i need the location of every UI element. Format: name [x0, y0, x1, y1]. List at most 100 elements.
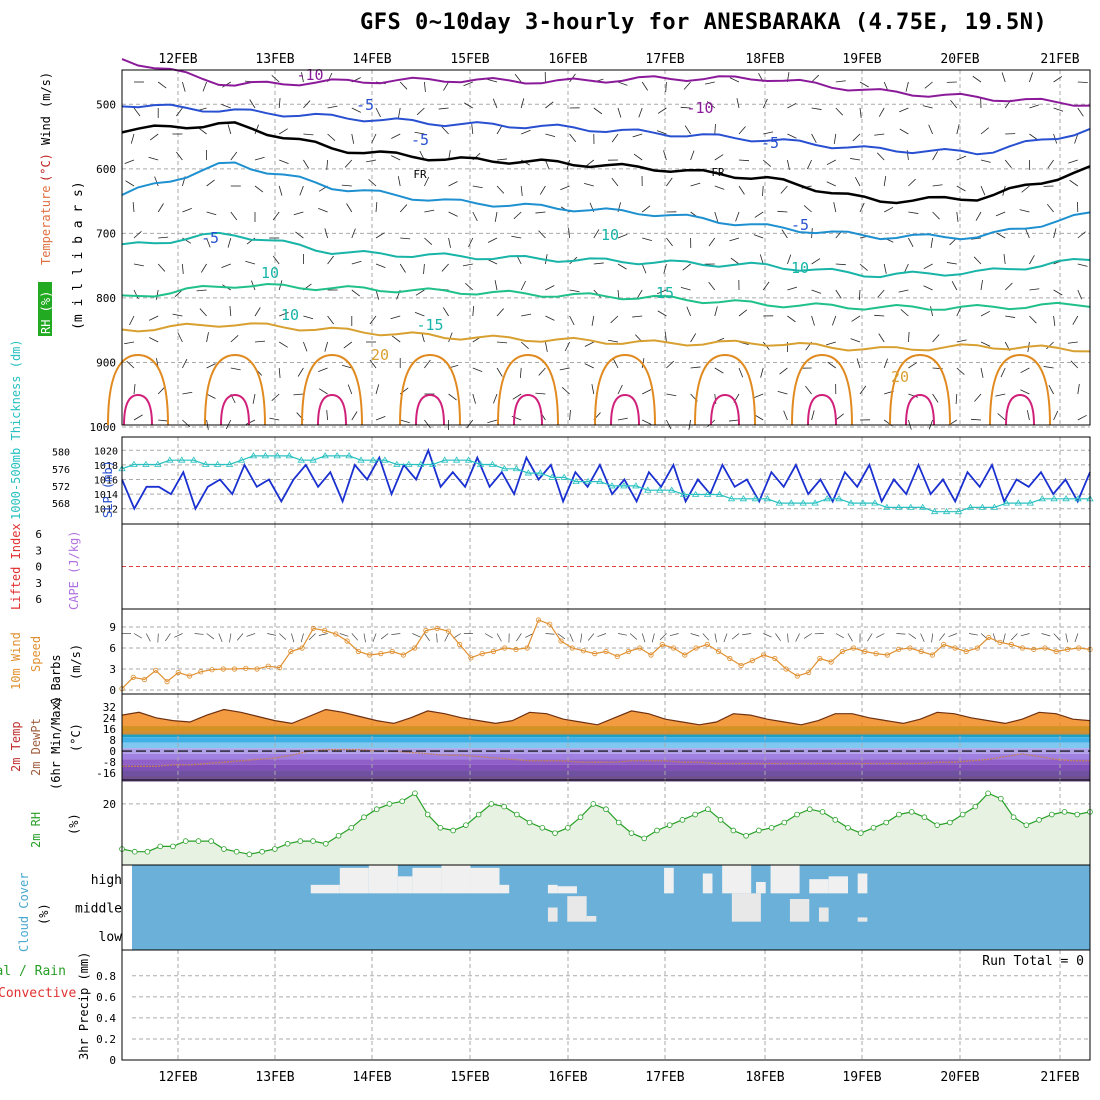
- wind-barb: [951, 280, 958, 291]
- wind-barb: [1077, 107, 1084, 117]
- wind-barb: [172, 313, 183, 317]
- wind-barb: [375, 202, 378, 213]
- rh-marker: [768, 825, 775, 831]
- wind-barb-10m: [545, 633, 555, 635]
- rh-marker: [717, 817, 724, 823]
- wind-barb: [684, 125, 691, 135]
- wind-barb-10m: [424, 633, 430, 642]
- wind-barb: [158, 419, 169, 422]
- wind-barb-10m: [206, 633, 215, 640]
- wind-barb: [423, 263, 425, 274]
- wind-barb-10m: [968, 633, 978, 636]
- rh-marker: [450, 827, 456, 834]
- rh-legend-swatch: [38, 282, 52, 336]
- wind-barb: [391, 133, 401, 139]
- wind-barb: [1053, 315, 1056, 326]
- wind-barb: [859, 263, 868, 271]
- isotherm-line: [121, 231, 1091, 279]
- slp-tick-label: 1018: [94, 461, 118, 472]
- wind-barb: [448, 211, 458, 217]
- wind-barb-10m: [651, 633, 655, 643]
- temp-band: [122, 759, 1090, 765]
- panel-frame: [121, 69, 1091, 426]
- wind-barb: [271, 75, 280, 83]
- wind-barb-10m: [246, 633, 256, 637]
- wind-barb-10m: [629, 633, 638, 640]
- wind-barb: [221, 263, 231, 268]
- wind-barb: [956, 211, 959, 222]
- wind-barb-10m: [787, 633, 789, 643]
- wind-barb: [883, 263, 887, 274]
- wind-barb: [390, 315, 401, 320]
- wind-barb: [391, 335, 401, 343]
- y-tick-label: 900: [96, 356, 116, 369]
- wind-speed-marker: [738, 662, 744, 669]
- cloud-high-block: [547, 884, 558, 894]
- rh-marker: [272, 846, 278, 852]
- wind-speed-marker: [299, 645, 305, 651]
- wind-barb: [708, 237, 716, 247]
- temp-tick-label: -16: [96, 767, 116, 780]
- wind-barb: [811, 107, 822, 110]
- isotherm-label: -10: [686, 99, 713, 117]
- wind-barb: [206, 179, 215, 187]
- lifted-index-tick-label: 3: [35, 577, 42, 590]
- wind-barb: [472, 185, 483, 189]
- lifted-index-tick-label: 6: [35, 593, 42, 606]
- temp-tick-label: 0: [109, 745, 116, 758]
- wind-barb-10m: [569, 633, 574, 642]
- cloud-middle-block: [857, 917, 868, 922]
- wind-barb: [826, 181, 836, 187]
- wind-barb: [738, 367, 744, 378]
- rh-tick-label: 20: [103, 798, 116, 811]
- rh-marker: [539, 825, 546, 831]
- wind-barb: [787, 254, 792, 265]
- rh-marker: [526, 819, 533, 826]
- wind-barb: [980, 341, 991, 347]
- wind-speed-marker: [457, 641, 463, 648]
- wind-barb: [278, 341, 288, 348]
- wind-barb: [906, 150, 909, 161]
- cloud-high-block: [470, 867, 500, 894]
- rh-marker: [883, 819, 890, 826]
- wind-barb: [975, 211, 982, 221]
- rh-marker: [501, 803, 507, 810]
- wind-barb: [762, 281, 770, 291]
- y-axis-label-wind: Wind: [39, 116, 53, 145]
- wind-barb: [1046, 203, 1054, 213]
- wind-barb: [202, 81, 207, 92]
- rh-marker: [361, 814, 367, 820]
- thickness-line: [121, 455, 1090, 513]
- date-label-bottom: 16FEB: [548, 1070, 587, 1085]
- isotherm-loop-hot: [513, 393, 543, 426]
- wind-barb: [1043, 366, 1054, 369]
- wind-barb: [617, 107, 622, 118]
- wind-barb-10m: [300, 633, 304, 643]
- y-axis-label-precip: 3hr Precip (mm): [77, 952, 91, 1060]
- wind-barb: [638, 107, 643, 118]
- wind-barb-10m: [236, 633, 244, 641]
- wind-barb: [955, 393, 958, 405]
- wind-barb-10m: [218, 633, 223, 642]
- rh-marker: [1010, 814, 1017, 820]
- wind-barb: [777, 210, 788, 213]
- wind-barb: [327, 315, 334, 325]
- wind-barb: [876, 152, 885, 161]
- wind-barb: [254, 185, 264, 193]
- wind-barb: [899, 128, 909, 135]
- wind-barb: [970, 418, 982, 421]
- wind-barb: [736, 98, 740, 109]
- wind-barb: [278, 185, 283, 196]
- wind-barb: [278, 128, 288, 135]
- wind-barb: [157, 263, 166, 272]
- cloud-high-block: [310, 884, 340, 894]
- wind-barb: [884, 206, 894, 213]
- wind-barb: [230, 211, 238, 221]
- wind-barb: [1029, 288, 1040, 291]
- wind-barb-10m: [1002, 633, 1006, 643]
- cloud-middle-block: [789, 899, 810, 922]
- wind-barb: [1029, 255, 1035, 265]
- wind-barb: [714, 123, 716, 135]
- wind-speed-marker: [355, 648, 361, 655]
- date-label-top: 19FEB: [842, 52, 881, 67]
